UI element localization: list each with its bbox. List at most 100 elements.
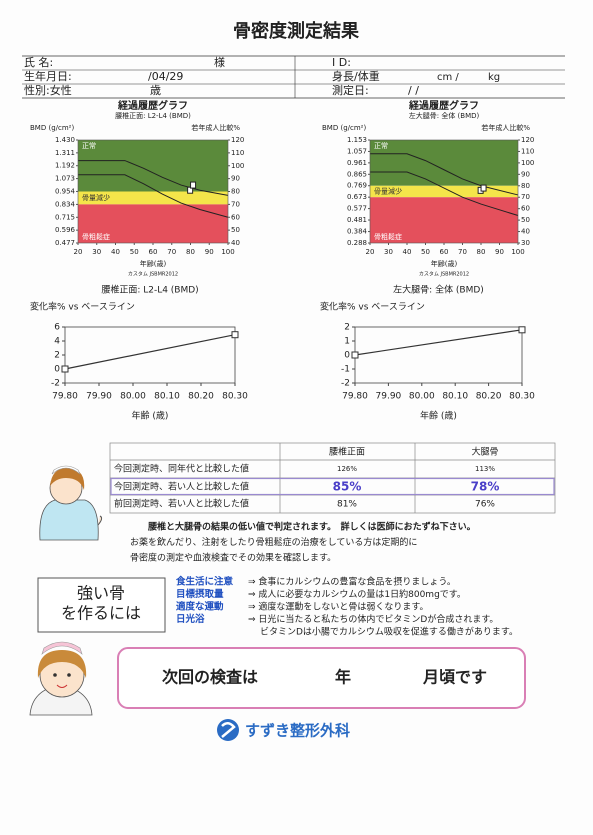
chart-title: 腰椎正面: L2-L4 (BMD) bbox=[101, 284, 198, 296]
y2-tick-label: 90 bbox=[521, 170, 530, 178]
height-unit: cm / bbox=[437, 72, 459, 83]
weight-unit: kg bbox=[488, 72, 500, 83]
x-tick-label: 30 bbox=[384, 248, 393, 256]
exam-date-label: 測定日: bbox=[332, 83, 369, 97]
y2-tick-label: 120 bbox=[521, 136, 534, 144]
y2-tick-label: 70 bbox=[231, 200, 240, 208]
change-line bbox=[64, 334, 236, 370]
y-tick-label: 1.073 bbox=[55, 175, 75, 183]
x-tick-label: 80.10 bbox=[442, 392, 468, 402]
x-tick-label: 80.20 bbox=[476, 392, 502, 402]
zone bbox=[370, 140, 518, 186]
x-tick-label: 80 bbox=[186, 248, 195, 256]
nurse-illustration bbox=[29, 641, 93, 716]
y-tick-label: 1.153 bbox=[347, 136, 367, 144]
table-value: 113% bbox=[475, 465, 495, 473]
y2-tick-label: 60 bbox=[231, 213, 240, 221]
measurement-point bbox=[190, 181, 197, 189]
nurse-eye bbox=[53, 673, 57, 677]
next-exam-month: 月頃です bbox=[422, 668, 487, 687]
x-tick-label: 80.20 bbox=[188, 392, 214, 402]
y-tick-label: 0.715 bbox=[55, 213, 75, 221]
tip-label: 食生活に注意 bbox=[175, 576, 234, 588]
zone bbox=[78, 191, 228, 205]
x-tick-label: 80.00 bbox=[120, 392, 146, 402]
y-tick-label: 0 bbox=[54, 365, 60, 375]
x-tick-label: 80.10 bbox=[154, 392, 180, 402]
x-tick-label: 60 bbox=[440, 248, 449, 256]
nurse-illustration bbox=[39, 465, 103, 541]
doc-title: 骨密度測定結果 bbox=[233, 20, 360, 42]
change-point bbox=[61, 365, 69, 373]
x-tick-label: 50 bbox=[421, 248, 430, 256]
table-row-label: 今回測定時、同年代と比較した値 bbox=[114, 463, 249, 475]
table-header: 腰椎正面 bbox=[329, 446, 365, 458]
x-tick-label: 79.90 bbox=[376, 392, 402, 402]
y2-tick-label: 50 bbox=[521, 216, 530, 224]
y2-tick-label: 90 bbox=[231, 175, 240, 183]
tip-text: ⇒ 成人に必要なカルシウムの量は1日約800mgです。 bbox=[248, 588, 466, 600]
birth-label: 生年月日: bbox=[24, 69, 72, 83]
y-tick-label: 1 bbox=[344, 337, 350, 347]
y-tick-label: 0.769 bbox=[347, 182, 367, 190]
chart-title: 経過履歴グラフ bbox=[408, 99, 479, 112]
y-tick-label: 0.961 bbox=[347, 159, 367, 167]
y-tick-label: 0.596 bbox=[55, 226, 76, 234]
x-tick-label: 100 bbox=[221, 248, 234, 256]
reference-curve bbox=[370, 171, 519, 217]
y2-tick-label: 40 bbox=[231, 239, 240, 247]
y-tick-label: 0.865 bbox=[347, 170, 367, 178]
name-label: 氏 名: bbox=[24, 55, 53, 69]
x-tick-label: 70 bbox=[458, 248, 467, 256]
height-weight-label: 身長/体重 bbox=[332, 69, 380, 83]
x-tick-label: 80.30 bbox=[222, 392, 248, 402]
y2-tick-label: 80 bbox=[231, 188, 240, 196]
tip-text: ⇒ 食事にカルシウムの豊富な食品を摂りましょう。 bbox=[248, 576, 456, 588]
y-tick-label: 0.481 bbox=[347, 216, 367, 224]
x-tick-label: 79.90 bbox=[86, 392, 112, 402]
y-axis-label: 変化率% vs ベースライン bbox=[30, 301, 135, 313]
tip-text: ビタミンDは小腸でカルシウム吸収を促進する働きがあります。 bbox=[260, 626, 518, 638]
x-axis-label: 年齢(歳) bbox=[431, 259, 458, 268]
x-tick-label: 80.30 bbox=[509, 392, 535, 402]
y-tick-label: 1.057 bbox=[347, 147, 367, 155]
y2-tick-label: 110 bbox=[231, 149, 244, 157]
tips-box bbox=[37, 577, 166, 633]
y-axis-label: 変化率% vs ベースライン bbox=[320, 301, 425, 313]
y-tick-label: 0 bbox=[344, 351, 350, 361]
x-tick-label: 50 bbox=[130, 248, 139, 256]
y2-axis-label: 若年成人比較% bbox=[481, 123, 530, 132]
nurse-cap bbox=[41, 641, 83, 655]
birth-date: /04/29 bbox=[148, 70, 183, 83]
chart-subtitle: 腰椎正面: L2-L4 (BMD) bbox=[115, 111, 191, 120]
x-tick-label: 90 bbox=[205, 248, 214, 256]
y-tick-label: 2 bbox=[344, 323, 350, 333]
x-tick-label: 79.80 bbox=[52, 392, 78, 402]
y-tick-label: 0.673 bbox=[347, 193, 367, 201]
y-tick-label: 4 bbox=[54, 337, 60, 347]
y2-tick-label: 40 bbox=[521, 228, 530, 236]
x-tick-label: 20 bbox=[74, 248, 83, 256]
nurse-hand bbox=[97, 515, 103, 526]
y-tick-label: -1 bbox=[341, 365, 350, 375]
change-point bbox=[518, 326, 526, 334]
measurement-point bbox=[480, 184, 487, 192]
table-frame bbox=[109, 442, 556, 514]
nurse-hair bbox=[50, 467, 85, 490]
nurse-mouth bbox=[56, 684, 68, 688]
change-line bbox=[354, 329, 523, 356]
zone-label: 骨粗鬆症 bbox=[82, 232, 110, 241]
y-tick-label: 0.477 bbox=[55, 239, 75, 247]
sex: 性別:女性 bbox=[24, 83, 72, 97]
next-exam-box bbox=[117, 647, 526, 709]
x-tick-label: 40 bbox=[403, 248, 412, 256]
clinic-name: すずき整形外科 bbox=[245, 722, 350, 740]
y-tick-label: 0.577 bbox=[347, 205, 367, 213]
x-tick-label: 100 bbox=[511, 248, 524, 256]
y-tick-label: 1.192 bbox=[55, 162, 75, 170]
y2-axis-label: 若年成人比較% bbox=[191, 123, 240, 132]
nurse-hair bbox=[37, 650, 87, 678]
y-axis-label: BMD (g/cm²) bbox=[322, 124, 366, 132]
tip-label: 日光浴 bbox=[176, 613, 205, 625]
